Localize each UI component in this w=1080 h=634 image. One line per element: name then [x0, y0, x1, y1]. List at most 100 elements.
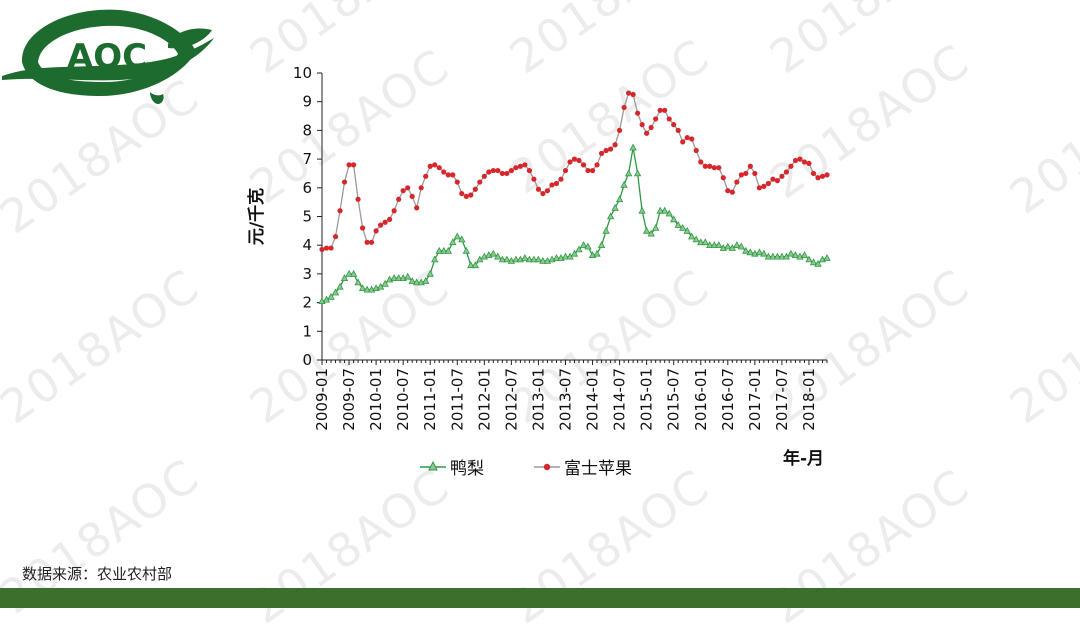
y-tick-label: 9: [302, 93, 312, 111]
apple-data-point: [621, 104, 627, 111]
pear-data-point: [381, 279, 389, 287]
apple-data-point: [761, 183, 767, 189]
pear-data-point: [579, 241, 588, 249]
apple-data-point: [341, 179, 348, 185]
logo-text: AOC: [67, 37, 147, 77]
apple-data-point: [364, 239, 370, 245]
pear-data-point: [525, 255, 534, 263]
y-axis-label: 元/千克: [246, 188, 267, 245]
x-tick-label: 2015-01: [638, 368, 656, 431]
pear-data-point: [800, 251, 809, 259]
pear-data-point: [638, 206, 646, 214]
pear-data-point: [742, 246, 750, 254]
apple-data-point: [630, 91, 636, 98]
pear-data-point: [494, 252, 502, 260]
pear-data-point: [426, 269, 434, 277]
pear-data-point: [561, 252, 570, 260]
apple-data-point: [540, 190, 546, 197]
apple-data-point: [571, 156, 578, 162]
apple-data-point: [463, 193, 469, 200]
price-line-chart: 0 1 2 3 4 5 6 7 8 9 10 元/千克 2009-01 2009-07 2010-01 201…: [246, 64, 831, 431]
apple-data-point: [517, 163, 523, 169]
pear-data-point: [611, 203, 619, 211]
apple-data-point: [445, 172, 451, 178]
pear-data-point: [431, 255, 439, 263]
apple-data-point: [675, 127, 681, 133]
apple-data-point: [589, 167, 596, 174]
pear-data-point: [503, 255, 511, 263]
pear-data-point: [444, 246, 452, 254]
pear-data-point: [358, 284, 367, 292]
pear-data-point: [701, 238, 709, 246]
logo-swoosh: [2, 38, 214, 81]
pear-data-point: [327, 292, 335, 300]
apple-data-point: [418, 185, 424, 191]
pear-data-point: [769, 252, 777, 260]
y-tick-label: 10: [293, 64, 312, 82]
legend-item-pear: 鸭梨: [420, 454, 484, 479]
apple-data-point: [666, 116, 672, 122]
apple-data-point: [481, 173, 487, 179]
apple-data-point: [729, 189, 735, 195]
x-tick-label: 2014-07: [611, 368, 629, 431]
pear-data-point: [674, 221, 682, 228]
pear-data-point: [737, 242, 745, 250]
apple-data-point: [815, 175, 821, 181]
apple-data-point: [391, 208, 397, 214]
apple-data-point: [616, 127, 623, 133]
apple-data-point: [409, 193, 415, 200]
pear-data-point: [706, 241, 714, 249]
apple-data-point: [788, 163, 794, 169]
pear-data-point: [570, 249, 579, 257]
pear-data-point: [760, 249, 768, 257]
apple-data-point: [707, 163, 713, 169]
pear-data-point: [733, 241, 741, 249]
apple-data-point: [684, 134, 690, 141]
pear-data-point: [453, 232, 461, 240]
pear-data-point: [345, 269, 353, 277]
apple-data-point: [328, 245, 334, 251]
y-tick-label: 6: [302, 179, 312, 197]
apple-data-point: [680, 139, 686, 145]
x-tick-label: 2017-07: [773, 368, 791, 431]
legend-item-apple: 富士苹果: [534, 454, 632, 479]
apple-data-point: [373, 228, 379, 234]
pear-data-point: [764, 252, 773, 260]
pear-data-point: [363, 285, 371, 293]
apple-data-point: [770, 176, 776, 182]
apple-data-point: [756, 185, 762, 191]
apple-data-point: [423, 173, 429, 179]
x-tick-label: 2015-07: [665, 368, 683, 431]
apple-data-point: [639, 122, 645, 128]
apple-data-point: [716, 165, 722, 171]
apple-data-point: [400, 188, 406, 194]
apple-data-point: [810, 170, 817, 177]
apple-data-point: [734, 179, 740, 185]
x-tick-label: 2010-07: [394, 368, 412, 431]
pear-data-point: [656, 206, 664, 214]
apple-data-point: [382, 219, 388, 225]
apple-data-point: [653, 116, 659, 122]
aoc-logo: AOC: [2, 9, 214, 104]
pear-data-point: [435, 246, 443, 254]
apple-data-point: [752, 170, 758, 177]
pear-data-point: [395, 274, 403, 282]
y-tick-label: 7: [302, 150, 312, 168]
apple-data-point: [405, 185, 411, 191]
apple-data-point: [346, 162, 352, 168]
apple-data-point: [648, 124, 654, 131]
pear-data-point: [809, 258, 818, 266]
x-tick-label: 2010-01: [367, 368, 385, 431]
apple-data-point: [544, 188, 551, 194]
apple-data-point: [792, 157, 799, 164]
apple-data-point: [738, 172, 744, 178]
pear-data-point: [697, 238, 705, 246]
y-tick-label: 4: [302, 236, 312, 254]
apple-data-point: [495, 167, 501, 174]
apple-data-point: [603, 147, 609, 154]
x-tick-label: 2018-01: [800, 368, 818, 431]
x-tick-label: 2017-01: [746, 368, 764, 431]
pear-data-point: [354, 278, 362, 286]
legend-label-pear: 鸭梨: [450, 458, 484, 479]
apple-data-point: [337, 208, 343, 214]
